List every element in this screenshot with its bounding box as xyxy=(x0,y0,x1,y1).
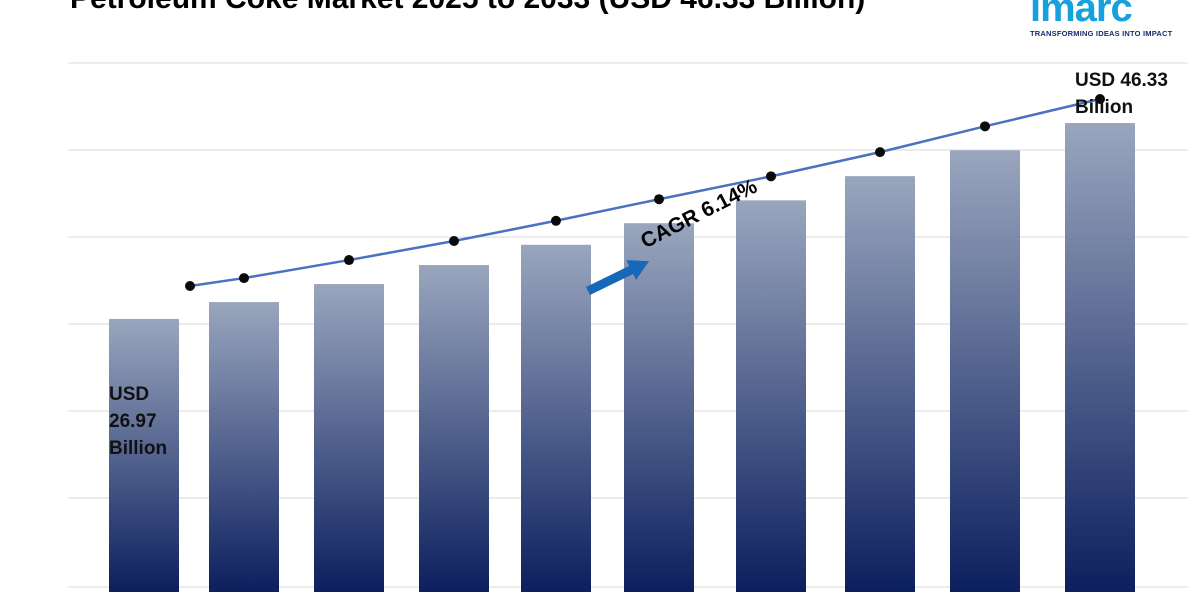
trend-point xyxy=(875,147,885,158)
bar xyxy=(419,265,489,592)
trend-point xyxy=(344,255,354,266)
trend-point xyxy=(654,194,664,205)
trend-point xyxy=(980,121,990,132)
start-label-line1: USD xyxy=(109,384,150,405)
trend-point xyxy=(1095,94,1105,104)
start-value-label: USD 26.97 Billion xyxy=(109,381,179,462)
bars xyxy=(109,123,1135,592)
bar xyxy=(845,176,915,592)
arrow-head-icon xyxy=(626,260,650,280)
trend-point xyxy=(239,273,249,284)
bar xyxy=(950,150,1020,592)
trend-line xyxy=(185,94,1105,291)
bar xyxy=(1065,123,1135,592)
trend-point xyxy=(551,215,561,226)
bar xyxy=(624,223,694,592)
start-label-line2: 26.97 xyxy=(109,411,157,432)
cagr-arrow xyxy=(586,260,650,296)
trend-polyline xyxy=(189,97,1101,288)
bar xyxy=(314,284,384,592)
imarc-logo: imarc TRANSFORMING IDEAS INTO IMPACT xyxy=(1030,0,1180,38)
start-label-line3: Billion xyxy=(109,438,168,459)
end-label-line2: Billion xyxy=(1075,97,1134,118)
end-value-label: USD 46.33 Billion xyxy=(1075,67,1185,121)
chart-title: Petroleum Coke Market 2025 to 2033 (USD … xyxy=(70,0,865,16)
trend-point xyxy=(185,280,195,291)
bar xyxy=(521,244,591,592)
bar xyxy=(736,200,806,592)
bar xyxy=(209,302,279,592)
bar xyxy=(109,318,179,592)
logo-tagline: TRANSFORMING IDEAS INTO IMPACT xyxy=(1030,29,1173,38)
end-label-line1: USD 46.33 xyxy=(1075,70,1168,91)
arrow-shaft xyxy=(586,265,635,296)
trend-point xyxy=(449,236,459,247)
trend-point xyxy=(766,171,776,182)
logo-wordmark: imarc xyxy=(1030,0,1133,30)
